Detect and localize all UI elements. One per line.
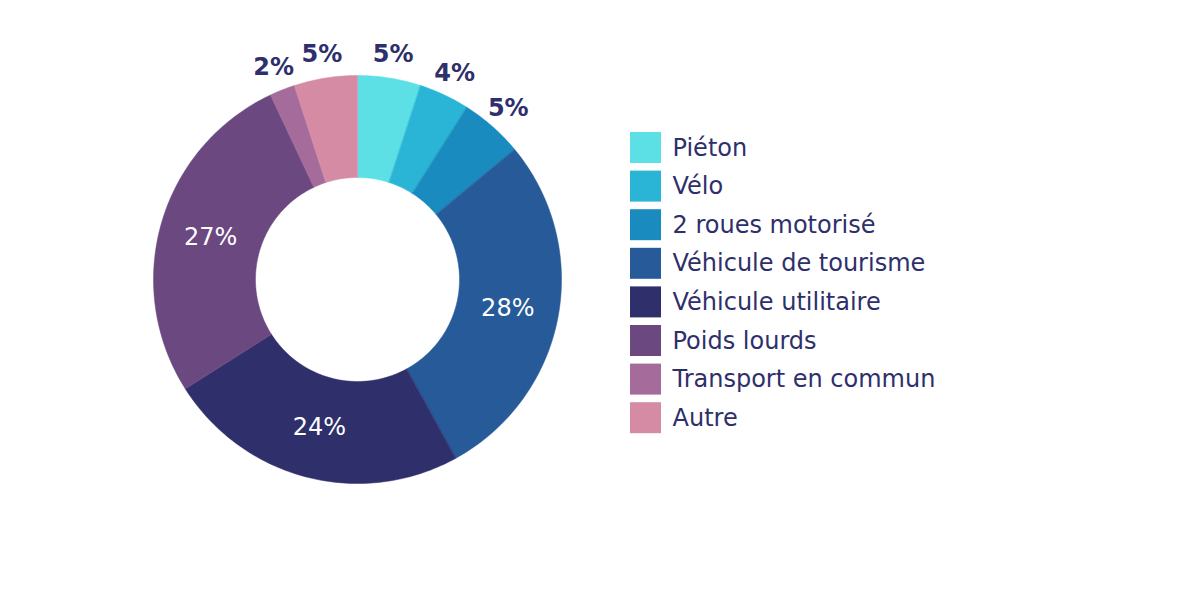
svg-text:Véhicule de tourisme: Véhicule de tourisme xyxy=(673,249,926,277)
svg-text:27%: 27% xyxy=(184,222,237,250)
svg-text:5%: 5% xyxy=(373,40,414,68)
svg-text:Véhicule utilitaire: Véhicule utilitaire xyxy=(673,288,881,316)
svg-text:2 roues motorisé: 2 roues motorisé xyxy=(673,211,876,239)
svg-text:28%: 28% xyxy=(481,294,534,322)
svg-text:5%: 5% xyxy=(301,40,342,68)
svg-text:Piéton: Piéton xyxy=(673,134,748,162)
svg-text:4%: 4% xyxy=(434,59,475,87)
svg-text:24%: 24% xyxy=(293,413,346,441)
svg-text:5%: 5% xyxy=(488,94,529,122)
svg-text:Autre: Autre xyxy=(673,404,738,432)
svg-text:Vélo: Vélo xyxy=(673,172,724,200)
svg-text:Transport en commun: Transport en commun xyxy=(672,365,936,393)
svg-text:Poids lourds: Poids lourds xyxy=(673,327,817,355)
svg-text:2%: 2% xyxy=(253,53,294,81)
